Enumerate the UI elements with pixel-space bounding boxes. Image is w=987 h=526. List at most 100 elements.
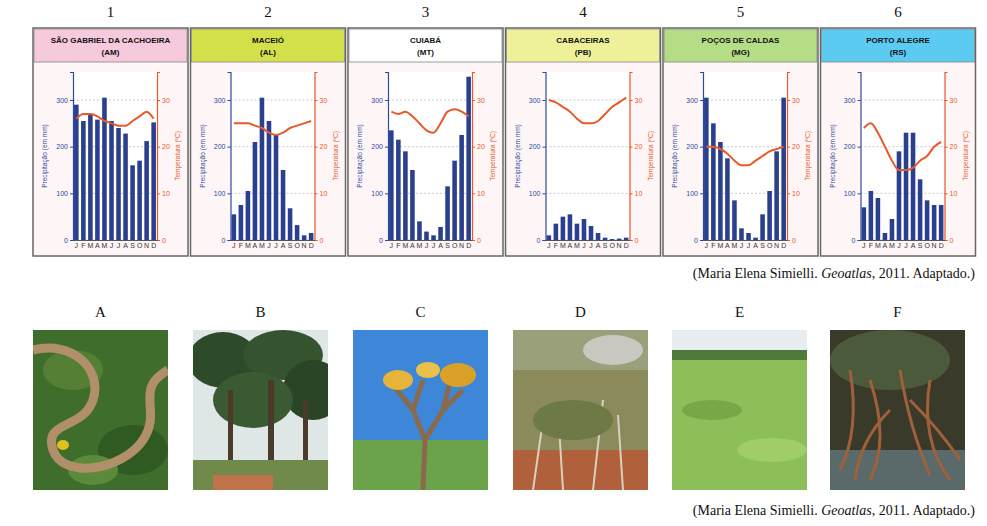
tick-label: M (889, 242, 895, 249)
axis-line (158, 73, 161, 241)
x-axis: JFMAMJJASOND (861, 240, 945, 249)
climate-chart: 6PORTO ALEGRE(RS)01002003000102030JFMAMJ… (821, 4, 976, 256)
x-axis: JFMAMJJASOND (74, 240, 158, 249)
tick: M (889, 240, 895, 249)
tick: N (617, 240, 622, 249)
y-axis: 0100200300 (371, 73, 388, 244)
marks (74, 98, 156, 240)
tick: N (932, 240, 937, 249)
tick-label: F (81, 242, 85, 249)
tick-label: A (596, 242, 601, 249)
tick-label: 10 (477, 190, 485, 197)
tick-label: F (869, 242, 873, 249)
bar (232, 214, 237, 240)
tick: M (560, 240, 566, 249)
panel-header (507, 29, 660, 62)
y-axis-title: Precipitação (em mm) (829, 124, 837, 188)
axis-line (70, 73, 74, 241)
photo-label: A (95, 304, 106, 320)
tick: A (753, 240, 758, 249)
tick: J (740, 240, 744, 249)
source: (Maria Elena Simielli. Geoatlas, 2011. A… (693, 503, 975, 519)
photo (353, 330, 488, 490)
tick-label: J (904, 242, 908, 249)
tick-label: A (568, 242, 573, 249)
tick-label: J (582, 242, 586, 249)
bar (396, 140, 401, 240)
tick-label: 200 (529, 143, 541, 150)
tick: M (417, 240, 423, 249)
photos: ABCDEF (33, 304, 965, 490)
photo-shape (353, 440, 488, 490)
photo-label: C (415, 304, 425, 320)
tick: D (309, 240, 314, 249)
tick-mark (543, 147, 546, 148)
climate-chart: 3CUIABÁ(MT)01002003000102030JFMAMJJASOND… (348, 4, 503, 256)
figure: 1SÃO GABRIEL DA CACHOEIRA(AM)01002003000… (0, 0, 987, 526)
grid-line (861, 146, 945, 147)
tick-label: S (918, 242, 923, 249)
photo-shape (213, 372, 293, 428)
bar (389, 130, 394, 240)
tick-label: M (574, 242, 580, 249)
tick: 200 (214, 143, 231, 150)
tick: 10 (472, 190, 485, 197)
tick-label: S (445, 242, 450, 249)
tick-mark (700, 147, 703, 148)
tick: J (747, 240, 751, 249)
panel-header (349, 29, 502, 62)
bar (862, 207, 867, 240)
bar (137, 161, 142, 240)
bar (725, 158, 730, 240)
bar (459, 135, 464, 240)
photo-label: E (735, 304, 744, 320)
tick-label: O (924, 242, 930, 249)
bar (410, 170, 415, 240)
bar (466, 77, 471, 240)
tick-label: 20 (162, 143, 170, 150)
x-axis: JFMAMJJASOND (389, 240, 473, 249)
grid-line (388, 100, 472, 101)
tick: A (281, 240, 286, 249)
photo-label: D (575, 304, 586, 320)
bar (732, 200, 737, 240)
tick-label: 20 (950, 143, 958, 150)
tick: 0 (787, 237, 796, 244)
tick-label: 0 (694, 237, 698, 244)
temperature-line (864, 123, 941, 170)
x-axis: JFMAMJJASOND (231, 240, 315, 249)
tick-mark (858, 100, 861, 101)
photo (33, 330, 168, 490)
bar (116, 128, 121, 240)
tick: A (883, 240, 888, 249)
tick-mark (630, 193, 633, 194)
tick-mark (315, 147, 318, 148)
bar (767, 191, 772, 240)
tick-label: F (554, 242, 558, 249)
chart-subtitle: (RS) (890, 48, 907, 57)
tick-label: A (95, 242, 100, 249)
tick: 30 (630, 97, 643, 104)
tick-label: 0 (320, 237, 324, 244)
marks (232, 98, 314, 240)
tick: O (767, 240, 773, 249)
photo (830, 330, 965, 490)
tick-label: 30 (792, 97, 800, 104)
y2-axis: 0102030 (315, 73, 328, 244)
tick-label: D (151, 242, 156, 249)
bar (109, 121, 114, 240)
tick: J (425, 240, 429, 249)
tick: 200 (56, 143, 73, 150)
bar (130, 165, 135, 240)
grid (388, 100, 472, 240)
tick: 300 (371, 97, 388, 104)
bar (431, 235, 436, 240)
tick: M (574, 240, 580, 249)
bar (81, 121, 86, 240)
tick-label: A (883, 242, 888, 249)
axis-line (389, 240, 473, 241)
grid (703, 100, 787, 240)
tick: 200 (529, 143, 546, 150)
tick: A (438, 240, 443, 249)
tick-label: 30 (950, 97, 958, 104)
